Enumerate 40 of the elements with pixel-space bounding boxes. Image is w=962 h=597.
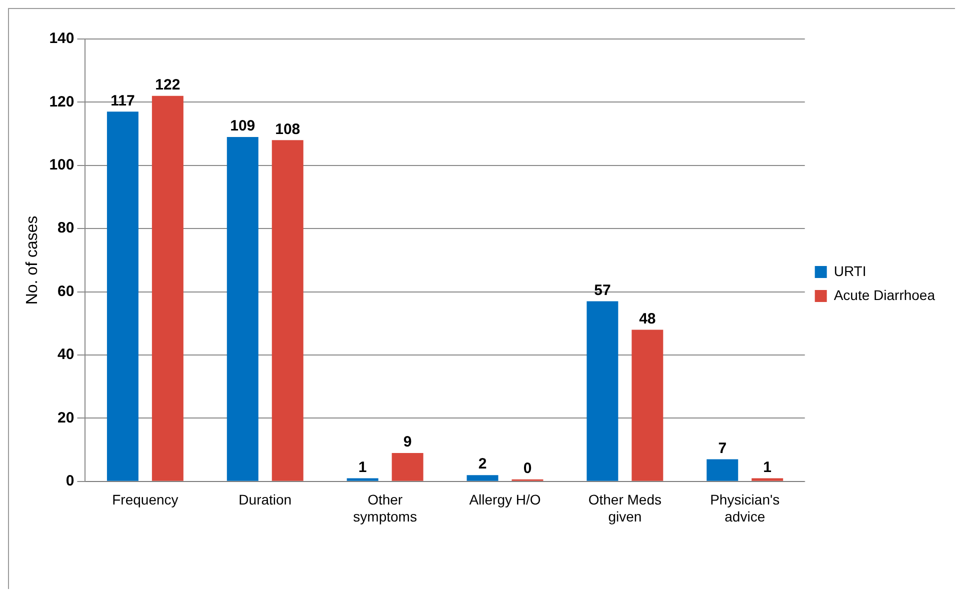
bar: [152, 96, 184, 481]
y-tick-label: 40: [58, 346, 74, 364]
bar: [272, 140, 304, 481]
data-label: 1: [763, 458, 772, 476]
y-tick-label: 100: [49, 156, 74, 174]
data-label: 2: [478, 456, 487, 473]
bar: [346, 478, 378, 481]
y-tick-label: 60: [58, 282, 74, 300]
bar: [392, 452, 424, 481]
bar: [752, 478, 784, 481]
y-axis-title: No. of cases: [24, 216, 42, 305]
data-label: 117: [110, 92, 135, 110]
bar: [632, 330, 664, 481]
data-label: 1: [358, 458, 367, 476]
bar: [466, 475, 498, 481]
bar: [706, 459, 738, 481]
legend-label: URTI: [834, 262, 866, 279]
data-label: 0: [523, 460, 532, 478]
x-tick-label: Other Meds given: [588, 492, 662, 524]
data-label: 108: [275, 120, 300, 138]
y-tick-label: 120: [49, 93, 74, 110]
data-label: 109: [230, 118, 256, 135]
y-tick-label: 140: [49, 30, 74, 48]
y-tick-label: 20: [58, 409, 74, 426]
data-label: 57: [594, 282, 611, 299]
bar: [226, 136, 258, 481]
x-tick-label: Allergy H/O: [469, 492, 541, 508]
data-label: 48: [639, 310, 656, 328]
y-tick-label: 80: [58, 220, 74, 237]
data-label: 9: [403, 434, 412, 451]
x-tick-label: Physician's advice: [710, 492, 780, 524]
data-label: 7: [718, 440, 727, 457]
bar: [106, 112, 138, 481]
legend-label: Acute Diarrhoea: [834, 286, 936, 303]
x-tick-label: Frequency: [112, 492, 178, 508]
y-tick-label: 0: [66, 472, 74, 490]
x-tick-label: Other symptoms: [353, 492, 417, 524]
data-label: 122: [155, 76, 180, 94]
bar: [586, 301, 618, 481]
x-tick-label: Duration: [238, 492, 292, 508]
